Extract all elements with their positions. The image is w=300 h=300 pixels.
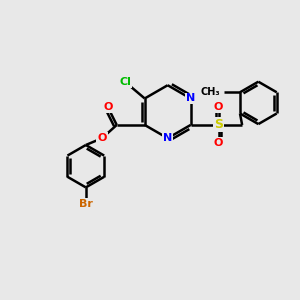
Text: CH₃: CH₃ <box>201 87 220 97</box>
Text: Cl: Cl <box>120 77 131 87</box>
Text: N: N <box>163 133 172 143</box>
Text: O: O <box>97 133 107 143</box>
Text: O: O <box>214 138 223 148</box>
Text: O: O <box>214 102 223 112</box>
Text: S: S <box>214 118 223 131</box>
Text: N: N <box>186 94 195 103</box>
Text: O: O <box>103 102 112 112</box>
Text: Br: Br <box>79 199 93 208</box>
